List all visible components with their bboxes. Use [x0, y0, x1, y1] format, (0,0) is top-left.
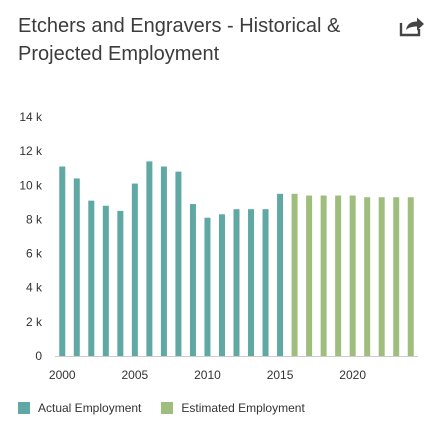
bar-actual[interactable]: [73, 178, 80, 356]
bar-estimated[interactable]: [291, 193, 298, 356]
bar-actual[interactable]: [102, 205, 109, 356]
bar-actual[interactable]: [117, 210, 124, 356]
bar-actual[interactable]: [146, 161, 153, 356]
bar-actual[interactable]: [204, 217, 211, 356]
bar-actual[interactable]: [189, 204, 196, 356]
bar-actual[interactable]: [160, 166, 167, 356]
bar-actual[interactable]: [218, 214, 225, 356]
legend-item-actual[interactable]: Actual Employment: [18, 401, 141, 415]
bar-actual[interactable]: [59, 166, 66, 356]
x-tick-label: 2010: [194, 368, 221, 382]
y-tick-label: 4 k: [26, 281, 43, 295]
legend-label-actual: Actual Employment: [38, 401, 142, 415]
legend-swatch-actual: [18, 402, 30, 414]
bar-chart: 02 k4 k6 k8 k10 k12 k14 k 2000 2005 2010 20…: [19, 110, 418, 382]
legend-swatch-estimated: [161, 402, 174, 414]
legend-label-estimated: Estimated Employment: [181, 401, 305, 415]
bars: [59, 161, 414, 356]
bar-estimated[interactable]: [378, 197, 385, 356]
y-tick-label: 2 k: [26, 315, 43, 329]
bar-estimated[interactable]: [349, 195, 356, 356]
bar-estimated[interactable]: [320, 195, 327, 356]
chart-title: Etchers and Engravers - Historical & Pro…: [18, 15, 341, 65]
bar-actual[interactable]: [233, 209, 240, 356]
bar-estimated[interactable]: [306, 195, 313, 356]
bar-actual[interactable]: [277, 193, 284, 356]
y-tick-label: 8 k: [26, 212, 43, 226]
chart-legend: Actual Employment Estimated Employment: [18, 400, 325, 416]
share-icon[interactable]: [399, 15, 425, 37]
bar-actual[interactable]: [262, 209, 269, 356]
x-tick-label: 2015: [267, 368, 294, 382]
y-tick-label: 14 k: [19, 110, 43, 124]
bar-actual[interactable]: [131, 183, 138, 356]
y-axis-labels: 0 2 k 4 k 6 k 8 k 10 k 12 k 14 k: [19, 110, 43, 363]
bar-estimated[interactable]: [335, 195, 342, 356]
x-tick-label: 2020: [339, 368, 366, 382]
x-axis-ticks: 2000 2005 2010 2015 2020: [49, 368, 366, 382]
x-tick-label: 2005: [122, 368, 149, 382]
y-tick-label: 6 k: [26, 247, 43, 261]
legend-item-estimated[interactable]: Estimated Employment: [161, 401, 305, 415]
y-tick-label: 0: [35, 349, 42, 363]
y-tick-label: 10 k: [19, 178, 43, 192]
y-tick-label: 12 k: [19, 144, 43, 158]
bar-actual[interactable]: [248, 209, 255, 356]
bar-estimated[interactable]: [364, 197, 371, 356]
bar-actual[interactable]: [175, 171, 182, 356]
bar-estimated[interactable]: [393, 197, 400, 356]
bar-actual[interactable]: [88, 200, 95, 356]
x-tick-label: 2000: [49, 368, 76, 382]
bar-estimated[interactable]: [407, 197, 414, 356]
